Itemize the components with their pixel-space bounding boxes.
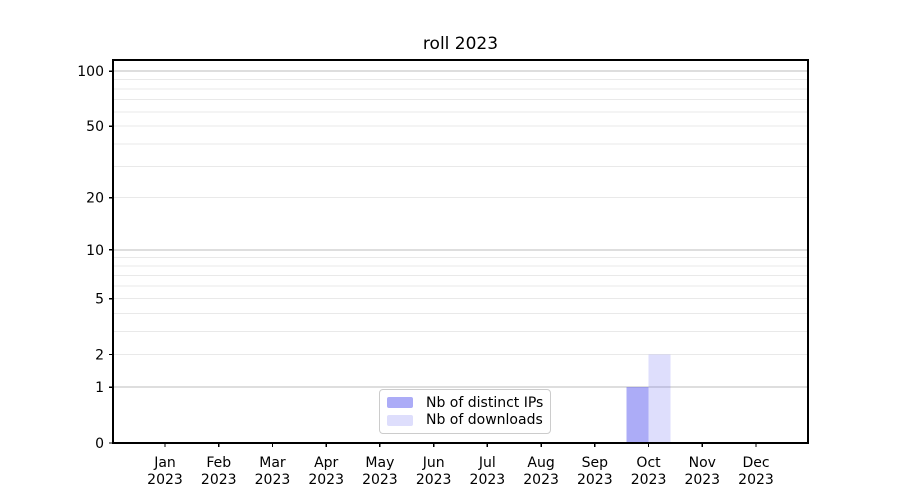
x-tick-label-year: 2023 [201,472,237,488]
x-tick-label-month: Apr [314,455,338,471]
x-tick-label-month: Nov [689,455,716,471]
x-tick-label-year: 2023 [738,472,774,488]
legend-item-distinct-ips: Nb of distinct IPs [387,395,543,411]
bar-oct-series0 [626,387,649,443]
x-tick-label-month: Feb [206,455,231,471]
legend-label-downloads: Nb of downloads [426,412,543,429]
x-tick-label-year: 2023 [631,472,667,488]
x-tick-label-month: Jun [422,455,445,471]
x-tick-label-year: 2023 [416,472,452,488]
chart-title: roll 2023 [422,34,499,54]
x-tick-label-month: Aug [527,455,554,471]
x-tick-label-year: 2023 [470,472,506,488]
x-tick-label-month: May [365,455,394,471]
y-tick-label: 50 [86,119,104,135]
x-tick-label-year: 2023 [577,472,613,488]
x-tick-label-month: Mar [259,455,286,471]
x-tick-label-month: Jul [478,455,496,471]
x-tick-label-year: 2023 [255,472,291,488]
y-tick-label: 2 [95,347,104,363]
x-tick-label-month: Oct [636,455,661,471]
y-tick-label: 0 [95,436,104,452]
y-tick-label: 20 [86,191,104,207]
y-tick-label: 100 [77,64,104,80]
legend-swatch-distinct-ips-icon [387,397,413,409]
y-tick-label: 10 [86,243,104,259]
legend-swatch-downloads-icon [387,414,413,426]
y-tick-label: 5 [95,292,104,308]
x-tick-label-year: 2023 [147,472,183,488]
x-tick-label-year: 2023 [523,472,559,488]
legend-item-downloads: Nb of downloads [387,412,543,428]
y-tick-label: 1 [95,380,104,396]
x-tick-label-month: Dec [742,455,769,471]
legend: Nb of distinct IPs Nb of downloads [379,389,551,434]
x-tick-label-month: Sep [582,455,609,471]
x-tick-label-year: 2023 [308,472,344,488]
x-tick-label-year: 2023 [362,472,398,488]
x-tick-label-year: 2023 [684,472,720,488]
legend-label-distinct-ips: Nb of distinct IPs [426,394,544,411]
bar-oct-series1 [648,354,671,443]
x-tick-label-month: Jan [153,455,176,471]
axes-spines [112,59,809,444]
